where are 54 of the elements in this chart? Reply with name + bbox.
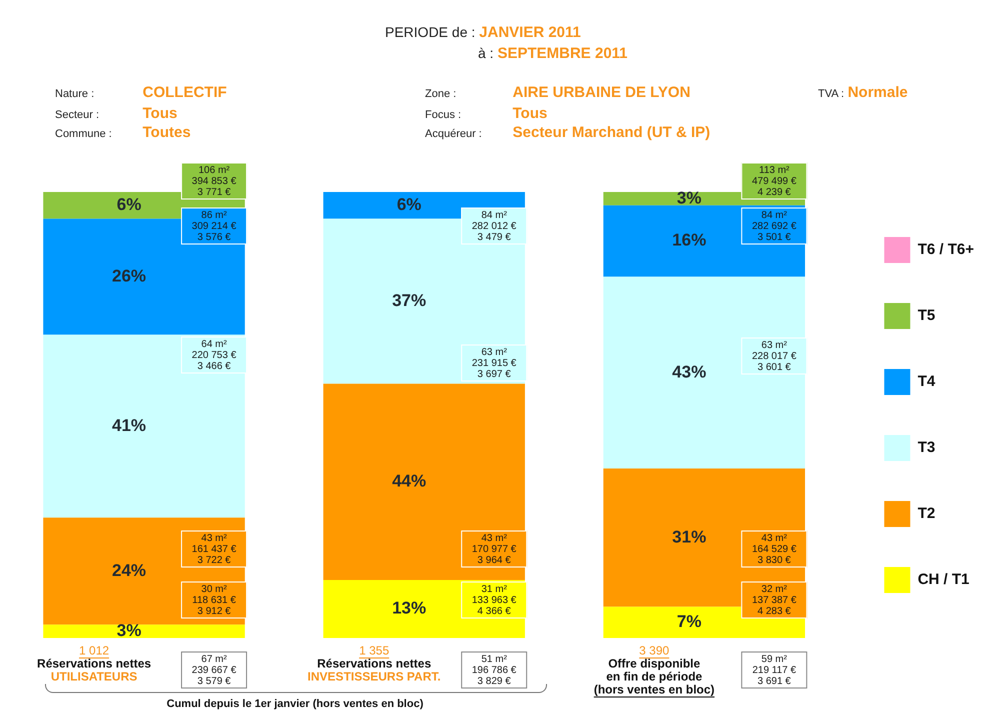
data-label: 3%	[676, 188, 702, 208]
x-tick-label: 3 390 Offre disponible en fin de période (hors ventes en bloc)	[594, 643, 715, 696]
text: Nature : COLLECTIF	[55, 84, 227, 101]
data-label: 6%	[116, 195, 142, 214]
data-label: 44%	[392, 472, 426, 491]
chart-title: PERIODE de : JANVIER 2011	[385, 24, 581, 41]
annotation: 43 m² 161 437 € 3 722 €	[192, 532, 237, 566]
text: TVA : Normale	[818, 84, 908, 101]
data-label: 6%	[396, 195, 422, 214]
text: 59 m² 219 117 € 3 691 €	[752, 654, 796, 687]
legend-label: T2	[918, 505, 936, 522]
legend-label: T4	[918, 373, 936, 390]
text: 67 m² 239 667 € 3 579 €	[192, 654, 237, 687]
annotation: 63 m² 228 017 € 3 601 €	[752, 340, 797, 373]
data-label: 41%	[112, 416, 146, 435]
bar	[43, 624, 245, 638]
text: Zone : AIRE URBAINE DE LYON	[425, 84, 690, 101]
x-tick-label: 1 355 Réservations nettes INVESTISSEURS PART.	[308, 643, 441, 684]
annotation: 106 m² 394 853 € 3 771 €	[192, 164, 237, 198]
annotation: 43 m² 164 529 € 3 830 €	[752, 532, 797, 566]
annotation: 31 m² 133 963 € 4 366 €	[472, 584, 517, 617]
text: Commune : Toutes	[55, 124, 191, 141]
data-label: 31%	[672, 527, 706, 546]
data-label: 16%	[672, 230, 706, 250]
text: 51 m² 196 786 € 3 829 €	[472, 654, 517, 687]
legend-label: T3	[918, 439, 936, 456]
legend-label: CH / T1	[918, 571, 970, 588]
legend-label: T6 / T6+	[918, 241, 974, 258]
data-label: 13%	[392, 598, 426, 618]
bar	[603, 276, 806, 469]
bar	[43, 334, 245, 518]
text: Acquéreur : Secteur Marchand (UT & IP)	[425, 124, 710, 141]
data-label: 43%	[672, 362, 706, 382]
chart-subtitle: à : SEPTEMBRE 2011	[478, 45, 628, 62]
annotation: 64 m² 220 753 € 3 466 €	[192, 338, 237, 372]
data-label: 26%	[112, 266, 146, 286]
annotation: 86 m² 309 214 € 3 576 €	[192, 210, 237, 243]
annotation: 113 m² 479 499 € 4 239 €	[752, 164, 797, 198]
annotation: 84 m² 282 012 € 3 479 €	[472, 210, 517, 243]
bar	[323, 384, 525, 580]
annotation: 43 m² 170 977 € 3 964 €	[472, 532, 517, 566]
data-label: 3%	[116, 620, 142, 640]
annotation: 84 m² 282 692 € 3 501 €	[752, 210, 797, 243]
data-label: 24%	[112, 560, 146, 580]
text: Focus : Tous	[425, 105, 548, 122]
text: Secteur : Tous	[55, 105, 178, 122]
data-label: 7%	[676, 612, 702, 632]
x-tick-label: 1 012 Réservations nettes UTILISATEURS	[37, 643, 152, 684]
annotation: 30 m² 118 631 € 3 912 €	[192, 584, 236, 617]
annotation: 32 m² 137 387 € 4 283 €	[752, 584, 797, 617]
text: Cumul depuis le 1er janvier (hors ventes en bloc)	[166, 698, 424, 710]
legend-label: T5	[918, 307, 936, 324]
annotation: 63 m² 231 915 € 3 697 €	[472, 346, 517, 380]
data-label: 37%	[392, 290, 426, 310]
